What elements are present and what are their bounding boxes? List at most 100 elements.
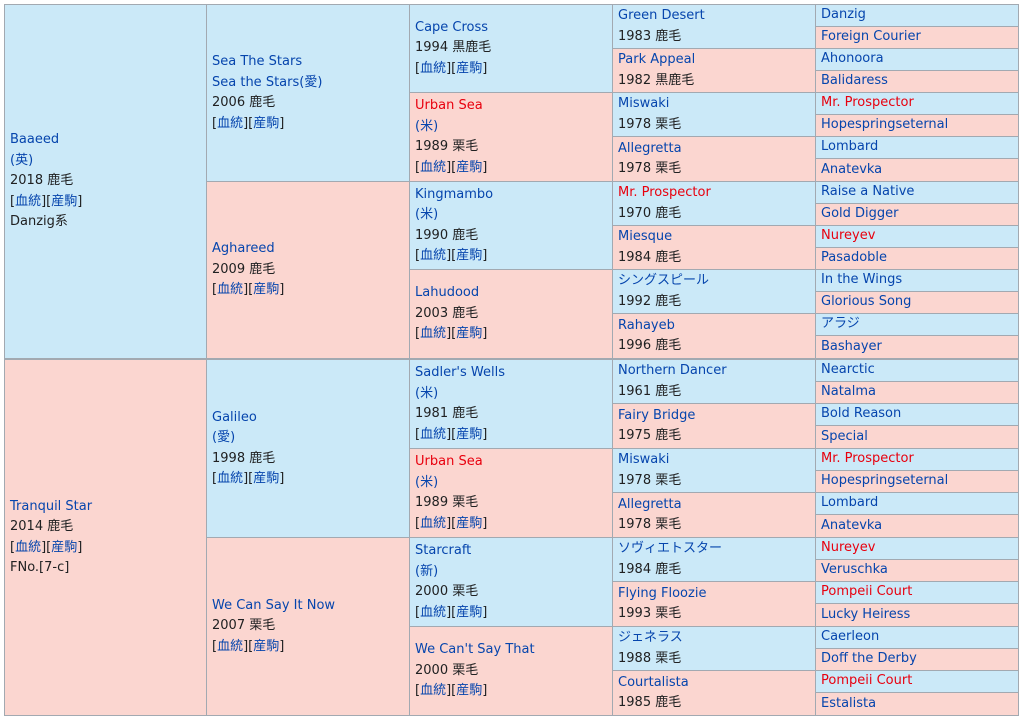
gen5-name-link[interactable]: Nearctic bbox=[821, 362, 875, 378]
gen3-name-link[interactable]: Urban Sea bbox=[415, 98, 483, 113]
gen4-name-link[interactable]: Green Desert bbox=[618, 8, 705, 23]
gen4-name-link[interactable]: Allegretta bbox=[618, 140, 682, 156]
mare-sire-name-link[interactable]: Galileo bbox=[212, 409, 257, 425]
gen5-name-link[interactable]: アラジ bbox=[821, 316, 860, 332]
gen5-name-link[interactable]: Lucky Heiress bbox=[821, 606, 911, 622]
gen4-name-link[interactable]: Miesque bbox=[618, 229, 673, 244]
gen4-name-link[interactable]: Miswaki bbox=[618, 452, 670, 467]
gen3-name-link[interactable]: We Can't Say That bbox=[415, 642, 535, 658]
gen4-name-link[interactable]: Park Appeal bbox=[618, 52, 696, 67]
gen4-name-link[interactable]: Miswaki bbox=[618, 96, 670, 111]
gen3-name-link[interactable]: Starcraft bbox=[415, 543, 472, 558]
gen5-name-link[interactable]: Mr. Prospector bbox=[821, 451, 914, 467]
gen5-name-link[interactable]: Foreign Courier bbox=[821, 29, 921, 45]
sire-alt-name-link[interactable]: Sea the Stars(愛) bbox=[212, 74, 323, 90]
progeny-link[interactable]: 産駒 bbox=[456, 604, 483, 620]
mare-name-link[interactable]: Tranquil Star bbox=[10, 498, 93, 514]
progeny-link[interactable]: 産駒 bbox=[51, 539, 78, 555]
gen5-name-link[interactable]: Caerleon bbox=[821, 629, 880, 645]
gen5-name-link[interactable]: Anatevka bbox=[821, 517, 883, 533]
gen5-name-link[interactable]: Balidaress bbox=[821, 73, 888, 89]
sire-name-link[interactable]: Sea The Stars bbox=[212, 54, 303, 69]
horse-country-link[interactable]: (英) bbox=[10, 152, 34, 168]
gen5-name-link[interactable]: Veruschka bbox=[821, 562, 888, 578]
progeny-link[interactable]: 産駒 bbox=[253, 471, 280, 486]
gen5-name-link[interactable]: Special bbox=[821, 428, 868, 444]
gen5-name-link[interactable]: Pompeii Court bbox=[821, 673, 913, 689]
bloodline-link[interactable]: 血統 bbox=[217, 471, 244, 486]
gen5-name-link[interactable]: Lombard bbox=[821, 495, 879, 511]
gen5-name-link[interactable]: Glorious Song bbox=[821, 294, 912, 310]
progeny-link[interactable]: 産駒 bbox=[253, 282, 280, 298]
bloodline-link[interactable]: 血統 bbox=[420, 515, 447, 531]
gen4-name-link[interactable]: Rahayeb bbox=[618, 317, 675, 333]
gen5-name-link[interactable]: Hopespringseternal bbox=[821, 473, 949, 489]
gen3-country-link[interactable]: (米) bbox=[415, 385, 439, 401]
bloodline-link[interactable]: 血統 bbox=[420, 248, 447, 263]
progeny-link[interactable]: 産駒 bbox=[253, 638, 280, 654]
gen3-name-link[interactable]: Urban Sea bbox=[415, 454, 483, 469]
gen3-country-link[interactable]: (米) bbox=[415, 207, 439, 222]
gen5-name-link[interactable]: Bold Reason bbox=[821, 406, 902, 422]
progeny-link[interactable]: 産駒 bbox=[456, 159, 483, 175]
gen4-name-link[interactable]: Flying Floozie bbox=[618, 585, 707, 601]
gen3-country-link[interactable]: (米) bbox=[415, 118, 439, 134]
bloodline-link[interactable]: 血統 bbox=[420, 683, 447, 699]
progeny-link[interactable]: 産駒 bbox=[456, 426, 483, 442]
progeny-link[interactable]: 産駒 bbox=[456, 683, 483, 699]
progeny-link[interactable]: 産駒 bbox=[456, 515, 483, 531]
bloodline-link[interactable]: 血統 bbox=[420, 326, 447, 342]
gen5-name-link[interactable]: Raise a Native bbox=[821, 184, 915, 200]
gen4-name-link[interactable]: Northern Dancer bbox=[618, 363, 727, 378]
gen5-name-link[interactable]: Pasadoble bbox=[821, 250, 888, 266]
bloodline-link[interactable]: 血統 bbox=[15, 193, 42, 209]
gen4-name-link[interactable]: Allegretta bbox=[618, 496, 682, 512]
progeny-link[interactable]: 産駒 bbox=[456, 248, 483, 263]
horse-name-link[interactable]: Baaeed bbox=[10, 132, 60, 148]
progeny-link[interactable]: 産駒 bbox=[456, 326, 483, 342]
gen5-name-link[interactable]: Ahonoora bbox=[821, 51, 884, 67]
bloodline-link[interactable]: 血統 bbox=[15, 539, 42, 555]
progeny-link[interactable]: 産駒 bbox=[456, 60, 483, 76]
gen4-name-link[interactable]: ジェネラス bbox=[618, 630, 683, 645]
gen4-name-link[interactable]: Fairy Bridge bbox=[618, 407, 696, 423]
gen3-name-link[interactable]: Sadler's Wells bbox=[415, 365, 505, 380]
dam-name-link[interactable]: Aghareed bbox=[212, 241, 275, 257]
gen3-country-link[interactable]: (新) bbox=[415, 563, 439, 579]
bloodline-link[interactable]: 血統 bbox=[217, 282, 244, 298]
gen5-name-link[interactable]: Nureyev bbox=[821, 540, 876, 556]
gen3-country-link[interactable]: (米) bbox=[415, 474, 439, 490]
bloodline-link[interactable]: 血統 bbox=[420, 159, 447, 175]
gen5-name-link[interactable]: Nureyev bbox=[821, 228, 876, 244]
mare-sire-country-link[interactable]: (愛) bbox=[212, 430, 236, 445]
gen3-name-link[interactable]: Cape Cross bbox=[415, 19, 489, 35]
bloodline-link[interactable]: 血統 bbox=[420, 426, 447, 442]
bloodline-link[interactable]: 血統 bbox=[420, 60, 447, 76]
gen4-cell: Fairy Bridge 1975 鹿毛 bbox=[612, 403, 816, 449]
gen5-name-link[interactable]: Lombard bbox=[821, 139, 879, 155]
bloodline-link[interactable]: 血統 bbox=[217, 638, 244, 654]
gen4-name-link[interactable]: シングスピール bbox=[618, 273, 710, 288]
gen5-name-link[interactable]: Doff the Derby bbox=[821, 651, 917, 667]
gen5-name-link[interactable]: In the Wings bbox=[821, 272, 903, 288]
gen5-cell: Estalista bbox=[815, 692, 1019, 716]
bloodline-link[interactable]: 血統 bbox=[420, 604, 447, 620]
gen3-name-link[interactable]: Lahudood bbox=[415, 285, 480, 301]
bloodline-link[interactable]: 血統 bbox=[217, 115, 244, 131]
mare-dam-name-link[interactable]: We Can Say It Now bbox=[212, 597, 336, 613]
gen5-name-link[interactable]: Hopespringseternal bbox=[821, 117, 949, 133]
gen5-name-link[interactable]: Estalista bbox=[821, 695, 877, 711]
gen4-name-link[interactable]: Courtalista bbox=[618, 674, 689, 690]
gen4-name-link[interactable]: ソヴィエトスター bbox=[618, 541, 723, 556]
gen5-name-link[interactable]: Natalma bbox=[821, 384, 876, 400]
progeny-link[interactable]: 産駒 bbox=[253, 115, 280, 131]
gen5-name-link[interactable]: Anatevka bbox=[821, 161, 883, 177]
gen5-name-link[interactable]: Pompeii Court bbox=[821, 584, 913, 600]
gen5-name-link[interactable]: Mr. Prospector bbox=[821, 95, 914, 111]
gen5-name-link[interactable]: Danzig bbox=[821, 7, 866, 23]
gen5-name-link[interactable]: Bashayer bbox=[821, 338, 882, 354]
gen5-name-link[interactable]: Gold Digger bbox=[821, 206, 899, 222]
gen4-name-link[interactable]: Mr. Prospector bbox=[618, 185, 711, 200]
gen3-name-link[interactable]: Kingmambo bbox=[415, 186, 494, 202]
progeny-link[interactable]: 産駒 bbox=[51, 193, 78, 209]
